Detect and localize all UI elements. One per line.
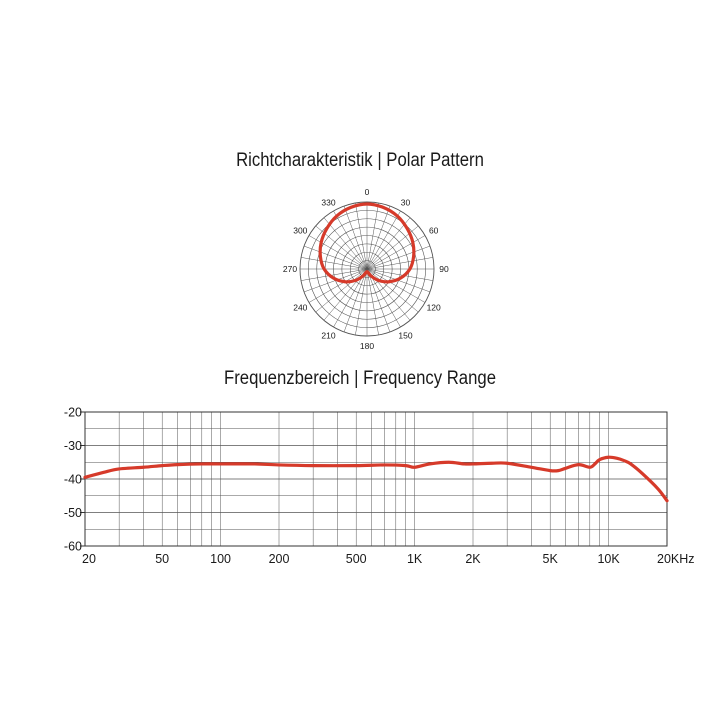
polar-angle-label: 90 xyxy=(439,264,449,274)
polar-spoke xyxy=(366,235,426,270)
frequency-grid xyxy=(84,411,668,547)
frequency-response-curve xyxy=(83,455,669,503)
y-tick-label: -30 xyxy=(64,439,82,453)
x-tick-label: 50 xyxy=(155,552,169,566)
polar-angle-label: 210 xyxy=(321,331,335,341)
polar-angle-label: 0 xyxy=(365,187,370,197)
x-tick-label: 1K xyxy=(407,552,423,566)
polar-spoke xyxy=(333,210,368,270)
polar-spoke xyxy=(366,217,411,270)
polar-angle-label: 60 xyxy=(429,226,439,236)
y-tick-label: -60 xyxy=(64,540,82,554)
polar-spoke xyxy=(323,217,368,270)
x-tick-label: 100 xyxy=(210,552,231,566)
x-tick-label: 20KHz xyxy=(657,552,695,566)
polar-pattern-curve xyxy=(318,202,416,284)
polar-spoke xyxy=(366,268,419,313)
polar-angle-label: 270 xyxy=(283,264,297,274)
polar-angle-label: 120 xyxy=(427,303,441,313)
polar-spoke xyxy=(308,268,368,303)
y-tick-label: -50 xyxy=(64,506,82,520)
polar-angle-label: 30 xyxy=(401,197,411,207)
x-tick-label: 500 xyxy=(346,552,367,566)
x-tick-label: 2K xyxy=(465,552,481,566)
polar-spoke xyxy=(355,268,368,336)
polar-spoke xyxy=(308,235,368,270)
x-tick-label: 5K xyxy=(543,552,559,566)
x-tick-label: 10K xyxy=(597,552,620,566)
polar-spoke xyxy=(366,268,379,336)
frequency-chart-title: Frequenzbereich | Frequency Range xyxy=(223,368,497,389)
polar-spoke xyxy=(300,268,368,281)
polar-angle-label: 240 xyxy=(293,303,307,313)
polar-angle-label: 150 xyxy=(398,331,412,341)
polar-spoke xyxy=(343,268,368,333)
polar-spoke xyxy=(366,205,391,270)
polar-spoke xyxy=(366,268,426,303)
polar-grid xyxy=(299,201,435,337)
polar-spoke xyxy=(315,268,368,313)
polar-spoke xyxy=(300,257,368,270)
polar-spoke xyxy=(343,205,368,270)
polar-angle-label: 300 xyxy=(293,226,307,236)
polar-angle-label: 330 xyxy=(321,197,335,207)
polar-spoke xyxy=(366,245,431,270)
polar-spoke xyxy=(355,202,368,270)
polar-chart-title: Richtcharakteristik | Polar Pattern xyxy=(236,150,484,171)
polar-spoke xyxy=(366,210,401,270)
polar-spoke xyxy=(366,268,434,281)
y-tick-label: -20 xyxy=(64,406,82,420)
y-tick-label: -40 xyxy=(64,473,82,487)
x-tick-label: 20 xyxy=(82,552,96,566)
polar-spoke xyxy=(366,257,434,270)
polar-spoke xyxy=(366,202,379,270)
polar-angle-label: 180 xyxy=(360,341,374,351)
x-tick-label: 200 xyxy=(269,552,290,566)
polar-spoke xyxy=(366,268,391,333)
polar-spoke xyxy=(303,245,368,270)
